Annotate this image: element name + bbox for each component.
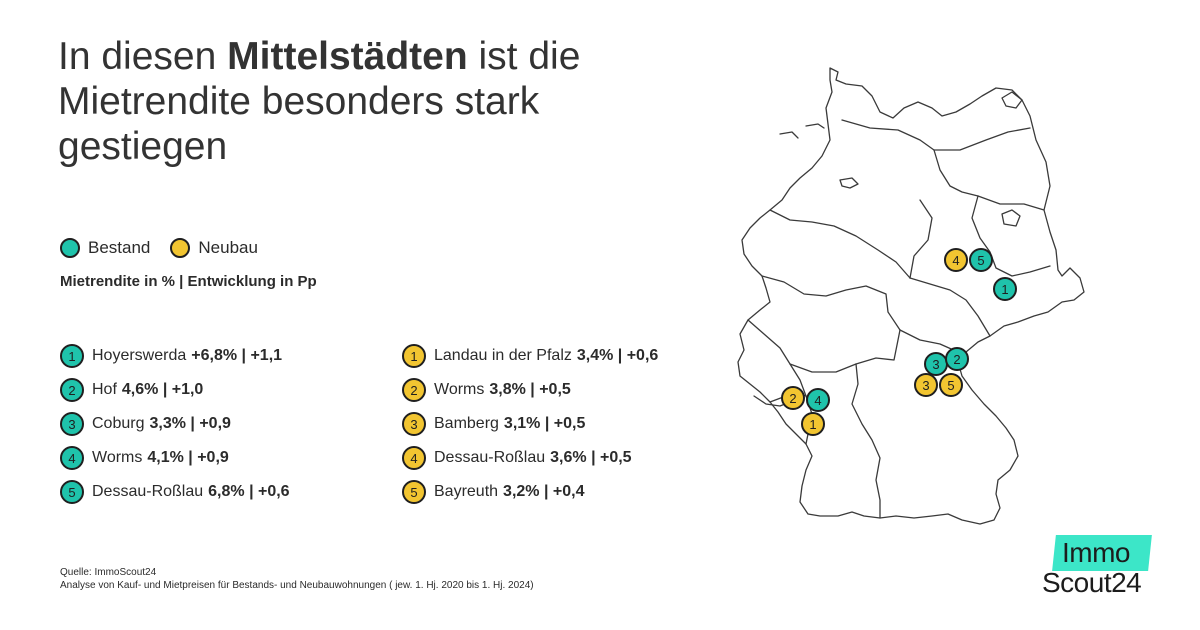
title-part2: ist die Mietrendite besonders stark gest… [58,35,581,168]
rank-badge: 3 [60,412,84,436]
state-line [747,319,813,445]
marker-label: 5 [947,378,954,393]
city-name: Bamberg [434,415,499,432]
city-value: 4,6% | +1,0 [121,381,204,398]
state-line [789,329,901,373]
island-outline [779,131,799,139]
marker-label: 2 [789,391,796,406]
island-outline [1001,209,1021,227]
logo-text-scout: Scout24 [1042,567,1142,598]
state-line [933,127,1031,151]
list-item: 2 Worms 3,8% | +0,5 [402,373,742,407]
city-name: Dessau-Roßlau [434,449,546,466]
source-note: Quelle: ImmoScout24 Analyse von Kauf- un… [60,566,534,592]
city-name: Dessau-Roßlau [92,483,204,500]
marker-bestand-2 [945,347,969,371]
legend-item-neubau: Neubau [170,238,258,258]
list-item: 5 Dessau-Roßlau 6,8% | +0,6 [60,475,400,509]
marker-neubau-3 [914,373,938,397]
city-name: Hoyerswerda [92,347,187,364]
marker-label: 4 [814,393,821,408]
legend-item-bestand: Bestand [60,238,150,258]
list-item: 1 Hoyerswerda +6,8% | +1,1 [60,339,400,373]
city-name: Coburg [92,415,145,432]
title-part1: In diesen [58,35,217,78]
city-value: 4,1% | +0,9 [147,449,229,466]
legend-label-bestand: Bestand [88,238,151,257]
city-name: Landau in der Pfalz [434,347,572,364]
marker-neubau-5 [939,373,963,397]
marker-label: 2 [953,352,960,367]
state-line [909,277,991,337]
rank-badge: 3 [402,412,426,436]
city-value: 3,8% | +0,5 [489,381,571,398]
marker-label: 1 [809,417,816,432]
bestand-swatch-icon [60,238,80,258]
title-bold: Mittelstädten [227,35,468,78]
neubau-list: 1 Landau in der Pfalz 3,4% | +0,6 2 Worm… [402,339,742,509]
island-outline [839,177,859,189]
neubau-swatch-icon [170,238,191,258]
logo-text-immo: Immo [1062,537,1131,568]
rank-badge: 2 [60,378,84,402]
rank-badge: 2 [402,378,426,402]
list-item: 4 Dessau-Roßlau 3,6% | +0,5 [402,441,742,475]
state-line [769,209,911,279]
marker-label: 1 [1001,282,1008,297]
city-name: Worms [92,449,143,466]
city-name: Hof [92,381,117,398]
analysis-note: Analyse von Kauf- und Mietpreisen für Be… [60,580,534,591]
list-item: 4 Worms 4,1% | +0,9 [60,441,400,475]
state-line [909,199,933,279]
marker-bestand-5 [969,248,993,272]
city-value: 3,4% | +0,6 [576,347,659,364]
city-name: Worms [434,381,485,398]
marker-label: 4 [952,253,959,268]
marker-neubau-1 [801,412,825,436]
island-outline [805,123,825,129]
city-value: 3,3% | +0,9 [149,415,231,432]
list-item: 2 Hof 4,6% | +1,0 [60,373,400,407]
rank-badge: 1 [60,344,84,368]
state-line [851,363,881,519]
state-line [933,149,979,197]
rank-badge: 4 [402,446,426,470]
marker-neubau-2 [781,386,805,410]
marker-bestand-4 [806,388,830,412]
rank-badge: 4 [60,446,84,470]
bestand-list: 1 Hoyerswerda +6,8% | +1,1 2 Hof 4,6% | … [60,339,400,509]
page-title: In diesen Mittelstädten ist die Mietrend… [58,34,618,169]
state-line [841,119,935,151]
marker-neubau-4 [944,248,968,272]
island-outline [1001,91,1023,109]
marker-label: 3 [922,378,929,393]
city-value: 6,8% | +0,6 [208,483,290,500]
state-line [761,275,901,331]
immoscout24-logo: Immo Scout24 [1032,533,1152,603]
rank-badge: 1 [402,344,426,368]
list-item: 3 Coburg 3,3% | +0,9 [60,407,400,441]
list-item: 1 Landau in der Pfalz 3,4% | +0,6 [402,339,742,373]
city-value: 3,2% | +0,4 [503,483,585,500]
city-value: +6,8% | +1,1 [191,347,283,364]
city-value: 3,6% | +0,5 [550,449,632,466]
rank-badge: 5 [60,480,84,504]
subtitle: Mietrendite in % | Entwicklung in Pp [60,273,317,290]
list-item: 3 Bamberg 3,1% | +0,5 [402,407,742,441]
rank-badge: 5 [402,480,426,504]
marker-label: 5 [977,253,984,268]
source-line: Quelle: ImmoScout24 [60,567,157,578]
marker-bestand-1 [993,277,1017,301]
legend: Bestand Neubau [60,238,278,258]
city-name: Bayreuth [434,483,499,500]
legend-label-neubau: Neubau [198,238,258,257]
list-item: 5 Bayreuth 3,2% | +0,4 [402,475,742,509]
city-value: 3,1% | +0,5 [503,415,586,432]
marker-label: 3 [932,357,939,372]
state-line [977,195,1045,211]
